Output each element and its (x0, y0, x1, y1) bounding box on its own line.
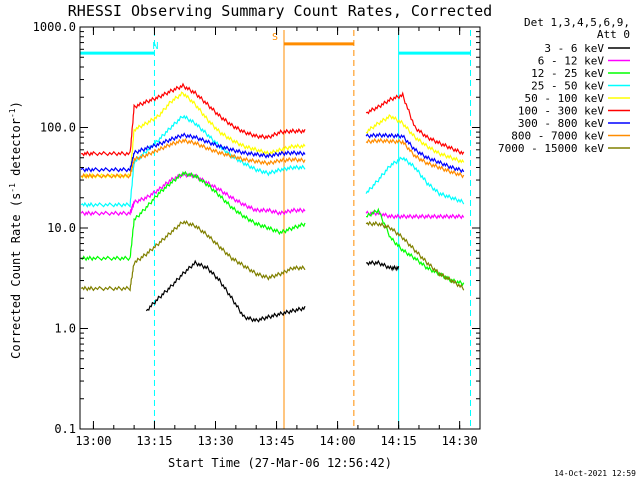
series-line (365, 91, 465, 156)
x-axis-label: Start Time (27-Mar-06 12:56:42) (168, 456, 392, 470)
legend-header: Det 1,3,4,5,6,9, (524, 16, 630, 29)
y-axis-label: Corrected Count Rate (s-1 detector-1) (8, 101, 23, 359)
y-tick-label: 100.0 (40, 121, 76, 135)
legend-label: 50 - 100 keV (525, 92, 605, 105)
x-axis: 13:00 13:15 13:30 13:45 14:00 14:15 14:30 (75, 27, 481, 448)
x-tick-label: 14:30 (442, 434, 478, 448)
y-tick-label: 10.0 (47, 221, 76, 235)
timestamp: 14-Oct-2021 12:59 (554, 469, 636, 478)
series-line (80, 138, 306, 179)
x-tick-label: 13:15 (136, 434, 172, 448)
series-line (80, 171, 306, 217)
y-tick-label: 1.0 (54, 322, 76, 336)
series-line (365, 220, 465, 291)
series-line (81, 82, 306, 157)
x-tick-label: 13:45 (258, 434, 294, 448)
legend-label: 3 - 6 keV (544, 42, 604, 55)
series-line (80, 132, 306, 173)
legend-label: 800 - 7000 keV (511, 130, 604, 143)
legend-header-att: Att 0 (597, 28, 630, 41)
series-line (365, 114, 465, 164)
series-line (365, 137, 465, 179)
legend-label: 100 - 300 keV (518, 105, 604, 118)
series-line (365, 156, 465, 205)
y-axis: 0.1 1.0 10.0 100.0 1000.0 (33, 20, 480, 436)
series-line (366, 259, 400, 272)
x-tick-label: 14:15 (381, 434, 417, 448)
series-line (80, 114, 306, 209)
series-line (365, 210, 465, 220)
x-tick-label: 13:00 (75, 434, 111, 448)
y-tick-label: 1000.0 (33, 20, 76, 34)
series-line (365, 132, 465, 174)
x-tick-label: 14:00 (320, 434, 356, 448)
marker-label: N (152, 41, 158, 52)
y-tick-label: 0.1 (54, 422, 76, 436)
legend-label: 6 - 12 keV (538, 55, 605, 68)
series-line (80, 170, 306, 262)
series-line (80, 220, 306, 292)
x-tick-label: 13:30 (197, 434, 233, 448)
marker-label: S (272, 32, 278, 43)
svg-text:Corrected Count Rate (s-1 dete: Corrected Count Rate (s-1 detector-1) (8, 101, 23, 359)
legend-label: 12 - 25 keV (531, 67, 604, 80)
chart-title: RHESSI Observing Summary Count Rates, Co… (68, 2, 492, 20)
legend-label: 300 - 800 keV (518, 117, 604, 130)
legend-label: 25 - 50 keV (531, 80, 604, 93)
series-group (80, 82, 465, 323)
legend-label: 7000 - 15000 keV (498, 142, 604, 155)
series-line (145, 259, 306, 323)
